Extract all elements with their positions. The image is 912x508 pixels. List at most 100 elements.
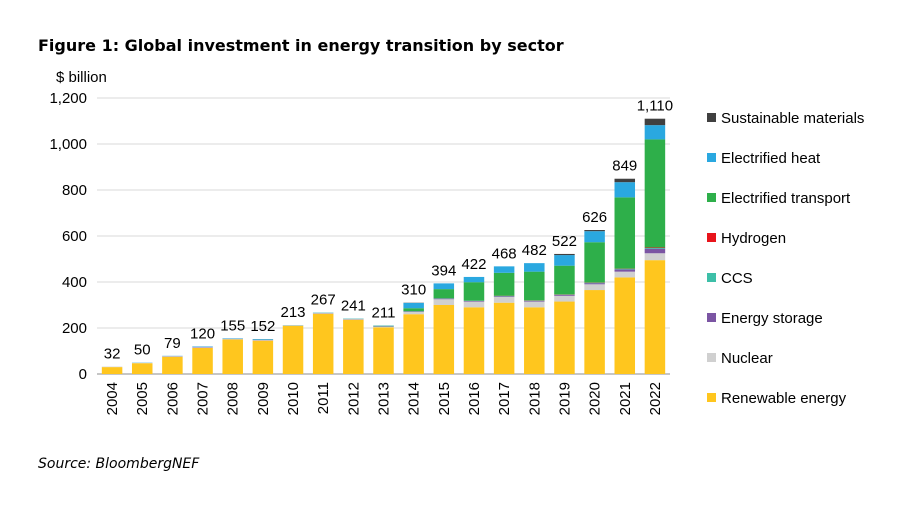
x-tick-label: 2011 [315, 382, 332, 414]
legend-swatch [707, 113, 716, 122]
bar-segment-renewable-energy [403, 314, 424, 374]
bar-segment-energy-storage [524, 300, 545, 302]
bar-segment-energy-storage [644, 248, 666, 254]
x-tick-label: 2018 [526, 382, 543, 415]
bar-segment-electrified-heat [403, 302, 424, 309]
bar-segment-renewable-energy [162, 356, 183, 374]
x-tick-label: 2008 [225, 382, 242, 415]
bar-segment-nuclear [433, 299, 455, 305]
total-label: 468 [492, 245, 517, 262]
source-note: Source: BloombergNEF [38, 456, 200, 472]
total-label: 394 [431, 262, 456, 279]
bar-segment-electrified-transport [433, 289, 455, 299]
total-label: 79 [164, 335, 181, 352]
x-tick-label: 2019 [556, 382, 573, 415]
y-tick-label: 0 [79, 366, 87, 383]
x-tick-label: 2016 [466, 382, 483, 415]
total-label: 32 [104, 346, 121, 363]
x-tick-label: 2004 [104, 382, 121, 415]
bar-segment-renewable-energy [101, 367, 123, 374]
total-label: 213 [281, 304, 306, 321]
legend-label: CCS [721, 270, 753, 287]
bar-segment-renewable-energy [343, 319, 364, 374]
total-label: 267 [311, 292, 336, 309]
legend-label: Energy storage [721, 310, 823, 327]
y-tick-label: 600 [62, 228, 87, 245]
x-tick-label: 2005 [134, 382, 151, 415]
x-tick-label: 2022 [647, 382, 664, 415]
total-label: 211 [372, 304, 396, 321]
bar-segment-renewable-energy [312, 313, 334, 374]
bar-segment-nuclear [493, 296, 515, 303]
bar-segment-nuclear [644, 253, 666, 261]
y-tick-label: 1,200 [49, 90, 87, 107]
x-tick-label: 2014 [406, 382, 423, 415]
legend-swatch [707, 313, 716, 322]
bar-segment-energy-storage [493, 296, 515, 297]
bar-segment-ccs [644, 247, 666, 249]
bar-segment-nuclear [192, 347, 213, 349]
bar-segment-electrified-heat [614, 182, 636, 198]
total-label: 522 [552, 233, 577, 250]
bar-segment-renewable-energy [222, 339, 243, 374]
figure-title: Figure 1: Global investment in energy tr… [38, 36, 564, 55]
x-tick-label: 2007 [195, 382, 212, 415]
legend-swatch [707, 193, 716, 202]
bar-segment-nuclear [524, 301, 545, 308]
legend-label: Renewable energy [721, 390, 847, 407]
total-label: 50 [134, 342, 151, 359]
total-label: 422 [461, 256, 486, 273]
bar-segment-renewable-energy [614, 277, 636, 374]
x-axis-ticks: 2004 2005 2006 2007 2008 2009 2010 2011 2012 2013… [104, 382, 664, 415]
bar-segment-renewable-energy [192, 348, 213, 374]
legend-swatch [707, 233, 716, 242]
bar-segment-sustainable-materials [554, 253, 575, 256]
bar-segment-energy-storage [554, 294, 575, 296]
legend-swatch [707, 353, 716, 362]
bar-segment-renewable-energy [282, 325, 304, 374]
bar-segment-nuclear [584, 284, 605, 291]
legend: Sustainable materials Electrified heat Ele… [707, 110, 864, 407]
total-label: 626 [582, 209, 607, 226]
y-axis-ticks: 0 200 400 600 800 1,000 1,200 [49, 90, 87, 383]
legend-swatch [707, 393, 716, 402]
bar-segment-electrified-heat [463, 276, 485, 283]
bar-segment-electrified-heat [584, 231, 605, 243]
bar-segment-electrified-heat [644, 125, 666, 140]
legend-label: Nuclear [721, 350, 773, 367]
bar-segment-renewable-energy [554, 301, 575, 374]
y-tick-label: 800 [62, 182, 87, 199]
x-tick-label: 2006 [164, 382, 181, 415]
y-axis-label: $ billion [56, 69, 107, 86]
bar-segment-renewable-energy [463, 307, 485, 374]
bar-segment-renewable-energy [584, 290, 605, 374]
bar-segment-renewable-energy [433, 305, 455, 374]
x-tick-label: 2010 [285, 382, 302, 415]
bar-segment-renewable-energy [644, 260, 666, 374]
x-tick-label: 2009 [255, 382, 272, 415]
bar-segment-electrified-transport [493, 272, 515, 296]
total-label: 1,110 [637, 98, 673, 115]
x-tick-label: 2015 [436, 382, 453, 415]
total-label: 155 [220, 317, 245, 334]
bar-segment-sustainable-materials [584, 230, 605, 232]
bar-segment-electrified-heat [433, 283, 455, 290]
bar-segment-renewable-energy [524, 307, 545, 374]
bar-segment-electrified-heat [524, 263, 545, 272]
bar-segment-energy-storage [584, 283, 605, 285]
x-tick-label: 2017 [496, 382, 513, 415]
bar-segment-electrified-transport [584, 242, 605, 283]
total-label: 120 [190, 325, 215, 342]
total-labels: 32 50 79 120 155 152 213 267 241 211 310 394 422 468 4… [104, 98, 673, 363]
bar-segment-electrified-transport [644, 139, 666, 248]
legend-label: Electrified transport [721, 190, 851, 207]
total-label: 482 [522, 242, 547, 259]
bars [101, 118, 666, 374]
bar-segment-electrified-transport [524, 271, 545, 301]
total-label: 152 [250, 318, 275, 335]
bar-segment-renewable-energy [252, 340, 274, 374]
bar-segment-electrified-heat [493, 266, 515, 273]
x-tick-label: 2012 [345, 382, 362, 415]
total-label: 849 [612, 158, 637, 175]
bar-segment-nuclear [403, 311, 424, 315]
